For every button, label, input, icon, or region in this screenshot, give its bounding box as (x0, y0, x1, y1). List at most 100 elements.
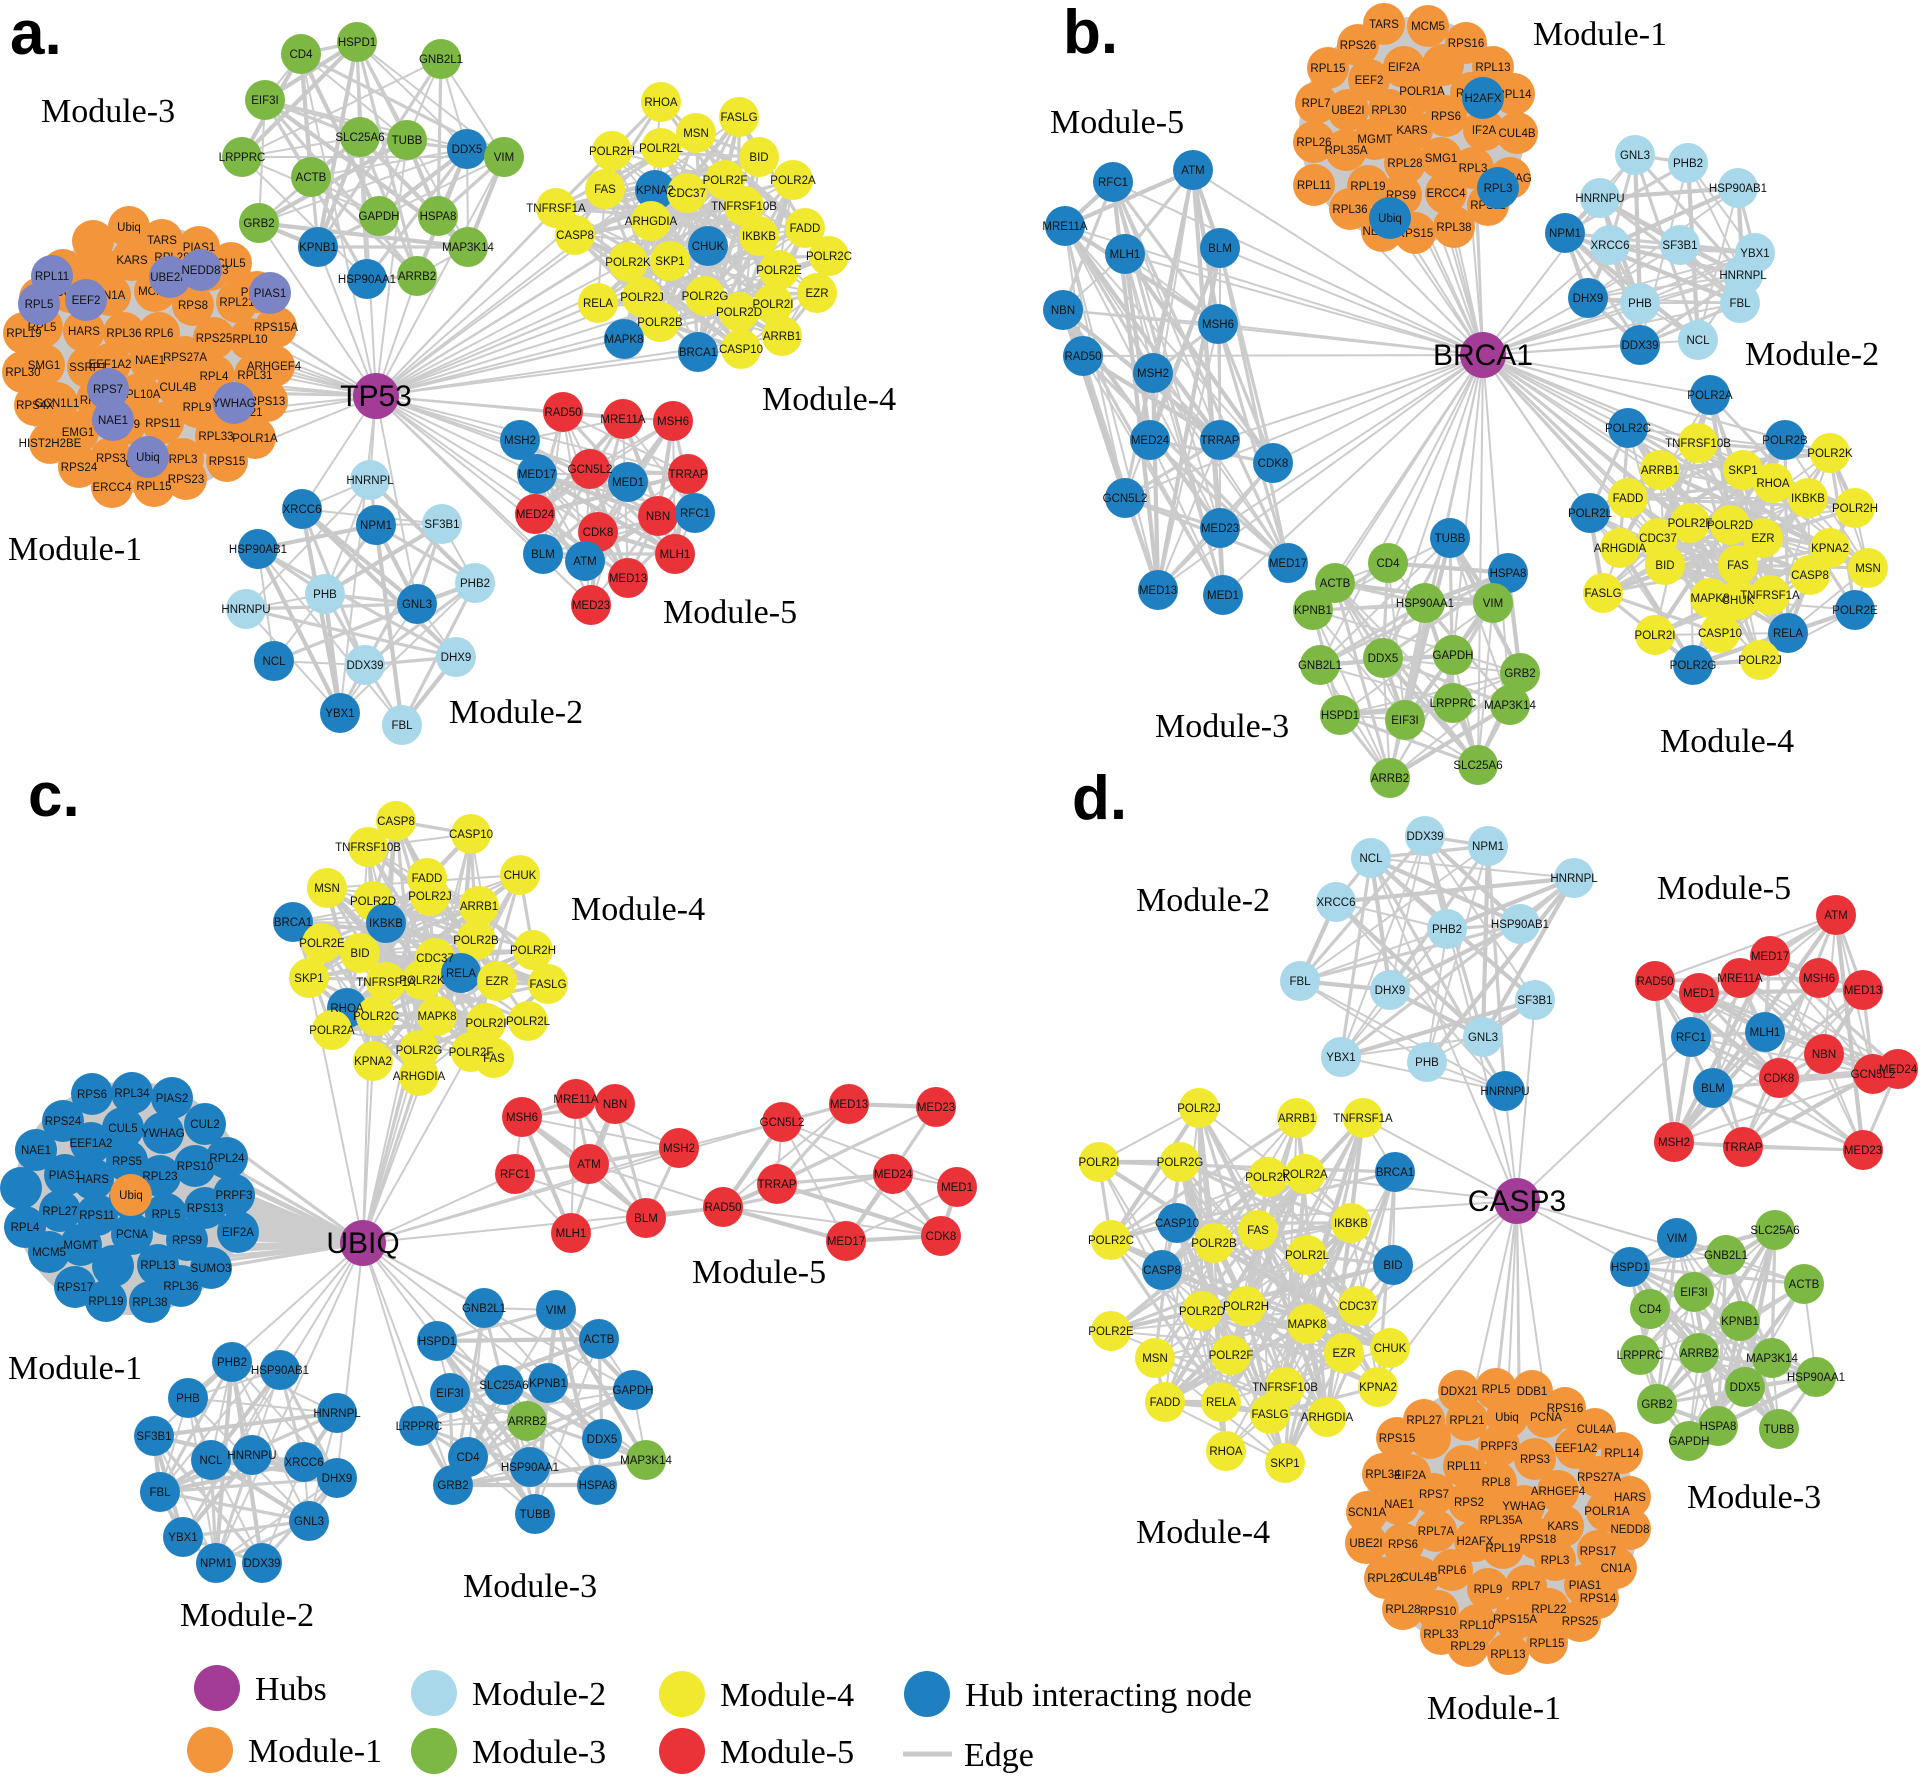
svg-text:POLR2K: POLR2K (605, 257, 651, 269)
svg-text:RPS7: RPS7 (1419, 1489, 1449, 1501)
svg-text:MED24: MED24 (516, 509, 555, 521)
svg-text:Ubiq: Ubiq (1378, 213, 1402, 225)
svg-text:SLC25A6: SLC25A6 (1453, 760, 1502, 772)
svg-text:YBX1: YBX1 (168, 1532, 197, 1544)
svg-text:XRCC6: XRCC6 (1317, 897, 1356, 909)
svg-text:FBL: FBL (149, 1487, 171, 1499)
svg-text:TNFRSF10B: TNFRSF10B (711, 201, 777, 213)
svg-text:MSH2: MSH2 (504, 435, 536, 447)
svg-text:RAD50: RAD50 (544, 407, 581, 419)
svg-text:FBL: FBL (1289, 976, 1311, 988)
svg-text:RPL5: RPL5 (1482, 1384, 1511, 1396)
svg-text:POLR2B: POLR2B (637, 317, 683, 329)
svg-text:RPS13: RPS13 (249, 396, 285, 408)
svg-text:KARS: KARS (1547, 1521, 1579, 1533)
svg-text:NBN: NBN (603, 1099, 627, 1111)
svg-text:PRPF3: PRPF3 (1480, 1441, 1517, 1453)
svg-text:HNRNPU: HNRNPU (227, 1450, 276, 1462)
svg-text:GRB2: GRB2 (437, 1480, 468, 1492)
svg-text:MED1: MED1 (1207, 590, 1239, 602)
svg-text:BLM: BLM (1208, 243, 1232, 255)
svg-text:CHUK: CHUK (1374, 1343, 1407, 1355)
svg-text:RPS16: RPS16 (1547, 1403, 1583, 1415)
svg-text:MED17: MED17 (1269, 558, 1307, 570)
svg-text:POLR2D: POLR2D (716, 307, 762, 319)
svg-text:MSN: MSN (1855, 563, 1881, 575)
svg-text:FASLG: FASLG (529, 979, 566, 991)
svg-text:PHB2: PHB2 (460, 578, 490, 590)
svg-text:Module-4: Module-4 (762, 381, 896, 418)
svg-text:EIF3I: EIF3I (1391, 715, 1418, 727)
svg-text:KPNA2: KPNA2 (636, 185, 674, 197)
svg-text:RPL15: RPL15 (1310, 63, 1345, 75)
svg-text:Module-2: Module-2 (472, 1676, 606, 1713)
svg-text:Module-4: Module-4 (1660, 723, 1794, 760)
svg-text:RPS15: RPS15 (209, 456, 245, 468)
svg-text:CHUK: CHUK (692, 241, 725, 253)
svg-text:RPL9: RPL9 (1474, 1584, 1503, 1596)
svg-text:MED24: MED24 (874, 1169, 913, 1181)
svg-text:RPS18: RPS18 (1520, 1534, 1556, 1546)
svg-text:YBX1: YBX1 (325, 708, 354, 720)
svg-text:RAD50: RAD50 (704, 1202, 741, 1214)
svg-text:YBX1: YBX1 (1740, 248, 1769, 260)
svg-text:PIAS2: PIAS2 (156, 1093, 189, 1105)
svg-text:MSH6: MSH6 (506, 1112, 538, 1124)
svg-text:CDK8: CDK8 (926, 1231, 957, 1243)
svg-text:CDC37: CDC37 (668, 188, 706, 200)
svg-text:RPS27A: RPS27A (163, 352, 207, 364)
svg-text:ARHGEF4: ARHGEF4 (1531, 1486, 1586, 1498)
svg-text:HSPD1: HSPD1 (418, 1336, 456, 1348)
svg-text:MED24: MED24 (1879, 1064, 1918, 1076)
svg-text:EEF2: EEF2 (72, 295, 101, 307)
svg-text:RPL19: RPL19 (1350, 181, 1385, 193)
svg-text:DDX5: DDX5 (587, 1434, 618, 1446)
svg-text:EZR: EZR (1333, 1348, 1356, 1360)
svg-text:RPS14: RPS14 (1580, 1593, 1617, 1605)
svg-text:Module-1: Module-1 (8, 1350, 142, 1387)
svg-text:RPS6: RPS6 (1388, 1539, 1418, 1551)
svg-text:RPL11: RPL11 (1297, 180, 1331, 192)
svg-text:XRCC6: XRCC6 (283, 504, 322, 516)
svg-text:a.: a. (10, 0, 62, 68)
svg-text:TNFRSF1A: TNFRSF1A (356, 977, 416, 989)
svg-text:TUBB: TUBB (392, 135, 423, 147)
svg-text:RPL4: RPL4 (200, 371, 229, 383)
svg-text:ACTB: ACTB (1320, 578, 1351, 590)
svg-text:RPS11: RPS11 (79, 1210, 115, 1222)
svg-text:PHB: PHB (1415, 1057, 1439, 1069)
svg-text:POLR2J: POLR2J (1738, 655, 1781, 667)
svg-text:Module-3: Module-3 (41, 93, 175, 130)
svg-text:MSH2: MSH2 (1137, 368, 1169, 380)
svg-text:HARS: HARS (77, 1174, 109, 1186)
svg-text:POLR2B: POLR2B (1191, 1238, 1237, 1250)
svg-text:RPL38: RPL38 (1436, 222, 1471, 234)
svg-text:GNB2L1: GNB2L1 (1704, 1250, 1748, 1262)
svg-text:RPS3: RPS3 (96, 453, 126, 465)
svg-text:HNRNPL: HNRNPL (1719, 270, 1767, 282)
svg-text:CUL4B: CUL4B (1498, 128, 1535, 140)
svg-text:FASLG: FASLG (1584, 588, 1621, 600)
svg-text:BRCA1: BRCA1 (1376, 1167, 1414, 1179)
svg-text:TNFRSF1A: TNFRSF1A (1740, 590, 1800, 602)
svg-text:HSP90AA1: HSP90AA1 (1787, 1372, 1845, 1384)
svg-text:RPL19: RPL19 (1485, 1543, 1520, 1555)
svg-text:BRCA1: BRCA1 (1433, 339, 1533, 372)
svg-text:NCL: NCL (199, 1455, 223, 1467)
svg-text:SUMO3: SUMO3 (191, 1263, 232, 1275)
svg-text:RPL11: RPL11 (35, 271, 69, 283)
svg-text:ARRB1: ARRB1 (1278, 1113, 1316, 1125)
svg-text:Module-2: Module-2 (449, 694, 583, 731)
svg-text:PHB: PHB (313, 589, 337, 601)
svg-text:DDX39: DDX39 (346, 660, 383, 672)
svg-text:ERCC4: ERCC4 (93, 482, 133, 494)
svg-text:MED23: MED23 (917, 1102, 955, 1114)
svg-text:EIF2A: EIF2A (1388, 62, 1420, 74)
svg-text:NPM1: NPM1 (360, 520, 392, 532)
svg-text:NAE1: NAE1 (21, 1145, 51, 1157)
svg-text:HNRNPU: HNRNPU (1575, 193, 1624, 205)
svg-text:RPS9: RPS9 (172, 1235, 202, 1247)
svg-text:RPS10: RPS10 (177, 1161, 213, 1173)
svg-text:RPL35A: RPL35A (1325, 145, 1368, 157)
svg-text:b.: b. (1063, 0, 1118, 67)
